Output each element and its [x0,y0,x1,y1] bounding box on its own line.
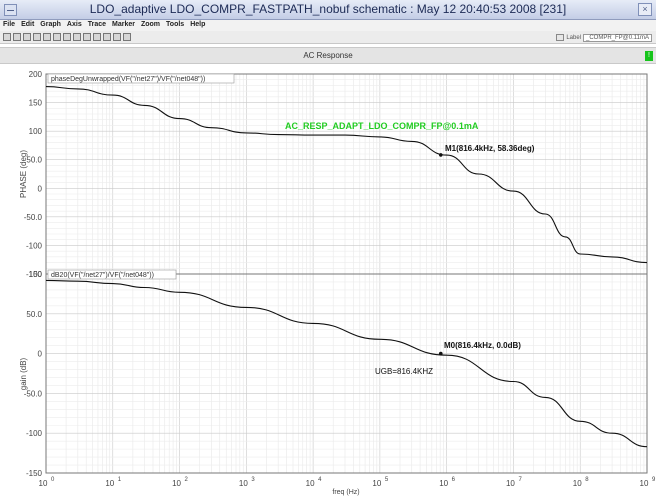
marker-icon[interactable] [103,33,111,41]
toolbar: Label _COMPR_FP@0.11mA [0,31,656,44]
status-badge[interactable]: ! [645,51,653,61]
x-tick-label: 10 [306,479,315,488]
phase-y-tick-label: 0 [38,184,43,193]
menu-edit[interactable]: Edit [21,21,35,28]
x-tick-label: 10 [239,479,248,488]
x-tick-label: 10 [439,479,448,488]
x-tick-exponent: 5 [385,477,389,483]
x-tick-exponent: 8 [585,477,589,483]
x-tick-label: 10 [372,479,381,488]
menu-graph[interactable]: Graph [40,21,61,28]
gain-y-axis-label: gain (dB) [19,357,28,390]
phase-y-tick-label: 50.0 [26,156,42,165]
x-ticks: 10 0 10 1 10 2 10 3 10 4 10 5 10 6 10 7 10 8 10 9 [39,477,656,488]
x-tick-exponent: 9 [652,477,656,483]
menu-bar: File Edit Graph Axis Trace Marker Zoom Tools Hel… [0,20,656,31]
x-tick-label: 10 [640,479,649,488]
phase-y-tick-label: -100 [26,241,43,250]
label-field[interactable]: _COMPR_FP@0.11mA [583,33,652,42]
phase-y-axis-label: PHASE (deg) [19,150,28,198]
gain-trace-label-box [47,269,177,280]
menu-tools[interactable]: Tools [166,21,185,28]
phase-y-tick-label: 200 [29,70,43,79]
phase-y-tick-label: -50.0 [24,213,43,222]
phase-y-tick-label: 150 [29,99,43,108]
gain-y-tick-label: -100 [26,429,43,438]
fit-icon[interactable] [93,33,101,41]
label-tool: Label _COMPR_FP@0.11mA [556,33,652,42]
x-tick-exponent: 2 [185,477,189,483]
x-tick-label: 10 [506,479,515,488]
x-tick-label: 10 [39,479,48,488]
x-tick-label: 10 [105,479,114,488]
label-caption: Label [566,34,581,41]
label-icon[interactable] [556,34,565,41]
gain-y-tick-label: -50.0 [24,389,43,398]
m1-marker-label[interactable]: M1(816.4kHz, 58.36deg) [445,144,535,153]
print-icon[interactable] [3,33,11,41]
menu-file[interactable]: File [3,21,16,28]
m0-marker-label[interactable]: M0(816.4kHz, 0.0dB) [444,341,521,350]
phase-y-ticks: 200 150 100 50.0 0 -50.0 -100 -150 [24,70,43,279]
gain-trace[interactable] [45,279,648,448]
gain-y-ticks: 100 50.0 0 -50.0 -100 -150 [24,270,43,478]
zoom-icon[interactable] [83,33,91,41]
crosshair-icon[interactable] [113,33,121,41]
phase-trace-label-box [47,73,235,84]
window-title: LDO_adaptive LDO_COMPR_FASTPATH_nobuf sc… [89,2,567,16]
phase-trace[interactable] [45,86,648,264]
window-titlebar: LDO_adaptive LDO_COMPR_FASTPATH_nobuf sc… [0,0,656,20]
grid-icon[interactable] [23,33,31,41]
strip-icon[interactable] [33,33,41,41]
x-tick-exponent: 1 [118,477,122,483]
redraw-icon[interactable] [123,33,131,41]
gain-plot-frame [45,273,648,474]
undo-icon[interactable] [13,33,21,41]
phase-y-tick-label: 100 [29,127,43,136]
gain-y-tick-label: 50.0 [26,310,42,319]
add-subwindow-icon[interactable] [63,33,71,41]
x-tick-exponent: 0 [51,477,55,483]
x-tick-label: 10 [172,479,181,488]
graph-header: AC Response ! [0,47,656,64]
graph-title: AC Response [303,51,353,60]
x-tick-label: 10 [573,479,582,488]
close-icon[interactable]: × [638,3,652,16]
phase-trace-label[interactable]: phaseDegUnwrapped(VF("/net27")/VF("/net0… [51,76,205,83]
phase-y-tick-label: -150 [26,270,43,279]
gain-y-tick-label: 100 [29,270,43,279]
menu-axis[interactable]: Axis [66,21,82,28]
layout-icon[interactable] [53,33,61,41]
x-tick-exponent: 6 [452,477,456,483]
system-menu-icon[interactable] [4,4,17,16]
x-tick-exponent: 4 [318,477,322,483]
menu-marker[interactable]: Marker [112,21,135,28]
gain-trace-label[interactable]: dB20(VF("/net27")/VF("/net048")) [51,272,154,279]
x-tick-exponent: 3 [251,477,255,483]
menu-trace[interactable]: Trace [87,21,107,28]
menu-help[interactable]: Help [190,21,206,28]
x-axis-label: freq (Hz) [332,489,359,496]
gain-y-tick-label: 0 [38,350,43,359]
phase-grid [45,73,647,275]
split-icon[interactable] [43,33,51,41]
menu-zoom[interactable]: Zoom [140,21,161,28]
x-tick-exponent: 7 [518,477,522,483]
delete-subwindow-icon[interactable] [73,33,81,41]
gain-y-tick-label: -150 [26,469,43,478]
gain-grid [45,273,647,474]
ugb-annotation: UGB=816.4KHZ [375,367,433,376]
phase-title-annotation: AC_RESP_ADAPT_LDO_COMPR_FP@0.1mA [285,121,479,131]
